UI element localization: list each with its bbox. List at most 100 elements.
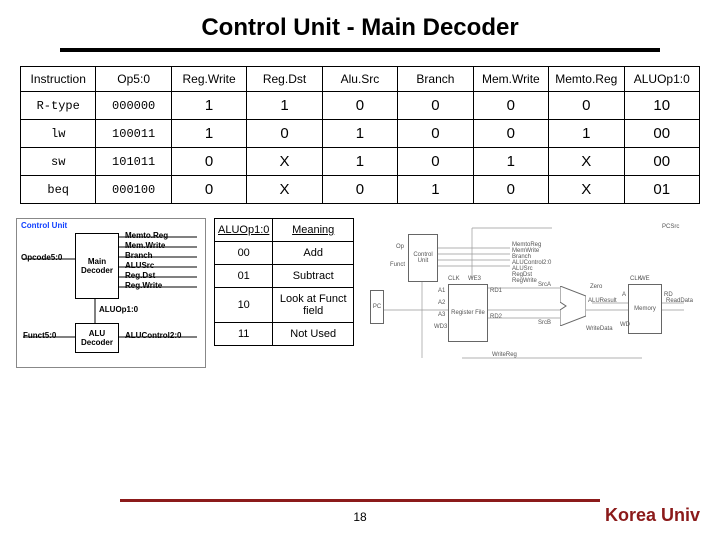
- lbl-srcb: SrcB: [538, 320, 551, 326]
- cell-aluop-code: 10: [215, 288, 273, 323]
- lbl-wd: WD: [620, 322, 630, 328]
- th-aluop: ALUOp1:0: [624, 67, 700, 92]
- cell-value: 1: [171, 120, 246, 148]
- inter-aluop: ALUOp1:0: [99, 305, 138, 314]
- lbl-wd3: WD3: [434, 324, 447, 330]
- table-row: beq0001000X010X01: [21, 176, 700, 204]
- cell-value: 0: [171, 176, 246, 204]
- cell-value: 1: [398, 176, 473, 204]
- dp-control-unit: Control Unit: [408, 234, 438, 282]
- out-alusrc: ALUSrc: [125, 261, 154, 270]
- dp-register-file: Register File: [448, 284, 488, 342]
- cell-value: 1: [247, 92, 322, 120]
- aluop-meaning-table: ALUOp1:0 Meaning 00Add01Subtract10Look a…: [214, 218, 354, 346]
- cell-aluop-code: 00: [215, 242, 273, 265]
- cell-value: X: [247, 176, 322, 204]
- alu-decoder-box: ALU Decoder: [75, 323, 119, 353]
- cu-title: Control Unit: [21, 221, 67, 230]
- cell-value: 1: [322, 120, 397, 148]
- lbl-funct: Funct: [390, 262, 405, 268]
- cell-value: 0: [549, 92, 624, 120]
- lbl-readdata: ReadData: [666, 298, 693, 304]
- cell-value: 0: [473, 92, 548, 120]
- th-regdst: Reg.Dst: [247, 67, 322, 92]
- lbl-zero: Zero: [590, 284, 602, 290]
- cell-aluop-code: 11: [215, 323, 273, 346]
- lbl-rd1: RD1: [490, 288, 502, 294]
- aluop-th-code: ALUOp1:0: [215, 219, 273, 242]
- lbl-clk1: CLK: [448, 276, 460, 282]
- th-memtoreg: Memto.Reg: [549, 67, 624, 92]
- decoder-truth-table: Instruction Op5:0 Reg.Write Reg.Dst Alu.…: [20, 66, 700, 204]
- datapath-diagram: Control Unit PC Register File Memory Mem…: [362, 218, 692, 378]
- cell-value: 0: [398, 120, 473, 148]
- cell-instruction: R-type: [21, 92, 96, 120]
- cell-value: 0: [473, 176, 548, 204]
- out-memwrite: Mem.Write: [125, 241, 165, 250]
- cell-value: 1: [549, 120, 624, 148]
- cell-opcode: 100011: [96, 120, 171, 148]
- cell-aluop-meaning: Look at Funct field: [273, 288, 354, 323]
- cell-value: 0: [398, 92, 473, 120]
- th-regwrite: Reg.Write: [171, 67, 246, 92]
- table-row: 01Subtract: [215, 265, 354, 288]
- cell-value: X: [247, 148, 322, 176]
- dp-pc: PC: [370, 290, 384, 324]
- lbl-pcsrc: PCSrc: [662, 224, 679, 230]
- cell-value: 0: [247, 120, 322, 148]
- lbl-a1: A1: [438, 288, 445, 294]
- lbl-a3: A3: [438, 312, 445, 318]
- table-header-row: Instruction Op5:0 Reg.Write Reg.Dst Alu.…: [21, 67, 700, 92]
- cell-instruction: beq: [21, 176, 96, 204]
- cell-value: 0: [322, 92, 397, 120]
- out-regwrite: Reg.Write: [125, 281, 162, 290]
- control-unit-diagram: Control Unit Main Decoder ALU Decoder Op…: [16, 218, 206, 368]
- table-row: lw10001110100100: [21, 120, 700, 148]
- cell-aluop-meaning: Subtract: [273, 265, 354, 288]
- out-branch: Branch: [125, 251, 153, 260]
- aluop-th-meaning: Meaning: [273, 219, 354, 242]
- cell-value: 1: [171, 92, 246, 120]
- lbl-clk2: CLK: [630, 276, 642, 282]
- cell-instruction: sw: [21, 148, 96, 176]
- lbl-aluresult: ALUResult: [588, 298, 617, 304]
- cell-aluop-code: 01: [215, 265, 273, 288]
- cell-instruction: lw: [21, 120, 96, 148]
- cell-value: 1: [322, 148, 397, 176]
- cell-value: X: [549, 176, 624, 204]
- cell-value: 0: [171, 148, 246, 176]
- out-regdst: Reg.Dst: [125, 271, 155, 280]
- lbl-rd2: RD2: [490, 314, 502, 320]
- dp-alu: [560, 286, 586, 326]
- out-memtoreg: Memto.Reg: [125, 231, 168, 240]
- dp-memory: Memory: [628, 284, 662, 334]
- cell-value: 0: [473, 120, 548, 148]
- th-memwrite: Mem.Write: [473, 67, 548, 92]
- cell-value: 1: [473, 148, 548, 176]
- th-alusrc: Alu.Src: [322, 67, 397, 92]
- lbl-op: Op: [396, 244, 404, 250]
- table-row: 11Not Used: [215, 323, 354, 346]
- cell-opcode: 000000: [96, 92, 171, 120]
- lbl-writereg: WriteReg: [492, 352, 517, 358]
- lbl-writedata: WriteData: [586, 326, 613, 332]
- cell-value: 00: [624, 120, 700, 148]
- out-aluctrl: ALUControl2:0: [125, 331, 181, 340]
- lbl-srca: SrcA: [538, 282, 551, 288]
- cell-value: 01: [624, 176, 700, 204]
- footer-rule: [120, 499, 600, 502]
- lbl-a: A: [622, 292, 626, 298]
- th-instruction: Instruction: [21, 67, 96, 92]
- cell-aluop-meaning: Not Used: [273, 323, 354, 346]
- lbl-we3: WE3: [468, 276, 481, 282]
- cell-value: 00: [624, 148, 700, 176]
- th-op: Op5:0: [96, 67, 171, 92]
- cell-aluop-meaning: Add: [273, 242, 354, 265]
- cell-value: 0: [398, 148, 473, 176]
- table-row: R-type00000011000010: [21, 92, 700, 120]
- th-branch: Branch: [398, 67, 473, 92]
- lower-row: Control Unit Main Decoder ALU Decoder Op…: [0, 218, 720, 378]
- title-rule: [60, 48, 660, 52]
- sig-regwrite: RegWrite: [512, 278, 537, 284]
- table-row: 00Add: [215, 242, 354, 265]
